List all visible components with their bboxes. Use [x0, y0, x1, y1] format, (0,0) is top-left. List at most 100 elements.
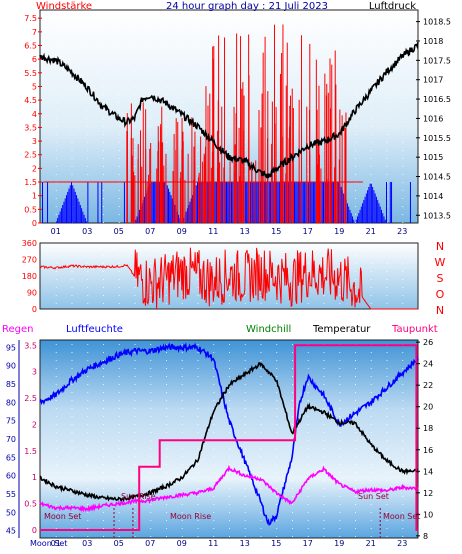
grid-dot — [292, 271, 293, 272]
grid-dot — [339, 70, 341, 71]
grid-dot — [307, 86, 309, 87]
grid-dot — [229, 352, 230, 353]
grid-dot — [118, 440, 120, 441]
grid-dot — [386, 376, 388, 377]
grid-dot — [55, 448, 57, 449]
hour-tick-label: 11 — [208, 227, 218, 236]
grid-dot — [118, 206, 120, 207]
grid-dot — [103, 384, 104, 385]
grid-dot — [197, 126, 199, 127]
grid-dot — [229, 174, 230, 175]
grid-dot — [229, 62, 230, 63]
grid-dot — [370, 360, 372, 361]
legend-windchill: Windchill — [246, 324, 291, 335]
grid-dot — [244, 46, 246, 47]
grid-dot — [402, 158, 404, 159]
grid-dot — [370, 512, 372, 513]
grid-dot — [355, 94, 356, 95]
grid-dot — [134, 464, 136, 465]
grid-dot — [229, 22, 230, 23]
grid-dot — [339, 30, 341, 31]
grid-dot — [244, 352, 246, 353]
grid-dot — [307, 496, 309, 497]
grid-dot — [150, 54, 152, 55]
grid-dot — [71, 46, 73, 47]
grid-dot — [103, 158, 104, 159]
grid-dot — [402, 440, 404, 441]
grid-dot — [260, 384, 262, 385]
grid-dot — [197, 295, 199, 296]
grid-dot — [150, 424, 152, 425]
grid-dot — [386, 504, 388, 505]
grid-dot — [260, 504, 262, 505]
grid-dot — [118, 166, 120, 167]
bottom-moon-set-label: Moon Set — [30, 539, 67, 548]
grid-dot — [229, 38, 230, 39]
grid-dot — [181, 416, 183, 417]
grid-dot — [260, 416, 262, 417]
grid-dot — [229, 488, 230, 489]
grid-dot — [181, 528, 183, 529]
grid-dot — [71, 424, 73, 425]
grid-dot — [197, 504, 199, 505]
grid-dot — [103, 102, 104, 103]
grid-dot — [150, 247, 152, 248]
hour-tick-label-bottom: 21 — [366, 539, 376, 548]
grid-dot — [339, 416, 341, 417]
grid-dot — [87, 408, 89, 409]
grid-dot — [402, 384, 404, 385]
grid-dot — [118, 247, 120, 248]
grid-dot — [276, 352, 278, 353]
grid-dot — [370, 102, 372, 103]
grid-dot — [103, 247, 104, 248]
grid-dot — [87, 344, 89, 345]
grid-dot — [118, 536, 120, 537]
grid-dot — [213, 344, 215, 345]
grid-dot — [370, 480, 372, 481]
wind-tick-label: 5.5 — [24, 69, 37, 78]
grid-dot — [87, 118, 89, 119]
grid-dot — [402, 30, 404, 31]
grid-dot — [323, 14, 325, 15]
grid-dot — [71, 456, 73, 457]
grid-dot — [244, 360, 246, 361]
pressure-tick-label: 1015 — [423, 153, 443, 162]
grid-dot — [71, 520, 73, 521]
humidity-tick-label: 70 — [6, 435, 16, 444]
grid-dot — [370, 384, 372, 385]
grid-dot — [307, 384, 309, 385]
grid-dot — [276, 384, 278, 385]
grid-dot — [244, 480, 246, 481]
grid-dot — [355, 30, 356, 31]
grid-dot — [118, 158, 120, 159]
grid-dot — [55, 368, 57, 369]
grid-dot — [87, 30, 89, 31]
grid-dot — [370, 464, 372, 465]
grid-dot — [244, 118, 246, 119]
grid-dot — [307, 78, 309, 79]
grid-dot — [370, 271, 372, 272]
grid-dot — [197, 496, 199, 497]
grid-dot — [355, 198, 356, 199]
humidity-tick-label: 75 — [6, 417, 16, 426]
grid-dot — [402, 392, 404, 393]
grid-dot — [87, 174, 89, 175]
grid-dot — [355, 400, 356, 401]
wind-tick-label: 0.5 — [24, 205, 37, 214]
grid-dot — [166, 126, 167, 127]
grid-dot — [55, 70, 57, 71]
grid-dot — [307, 416, 309, 417]
grid-dot — [229, 271, 230, 272]
grid-dot — [402, 408, 404, 409]
grid-dot — [386, 54, 388, 55]
grid-dot — [244, 62, 246, 63]
grid-dot — [71, 126, 73, 127]
grid-dot — [166, 118, 167, 119]
grid-dot — [355, 496, 356, 497]
grid-dot — [150, 448, 152, 449]
grid-dot — [276, 464, 278, 465]
grid-dot — [229, 110, 230, 111]
pressure-tick-label: 1018 — [423, 37, 443, 46]
hour-tick-label-bottom: 03 — [82, 539, 92, 548]
grid-dot — [355, 352, 356, 353]
